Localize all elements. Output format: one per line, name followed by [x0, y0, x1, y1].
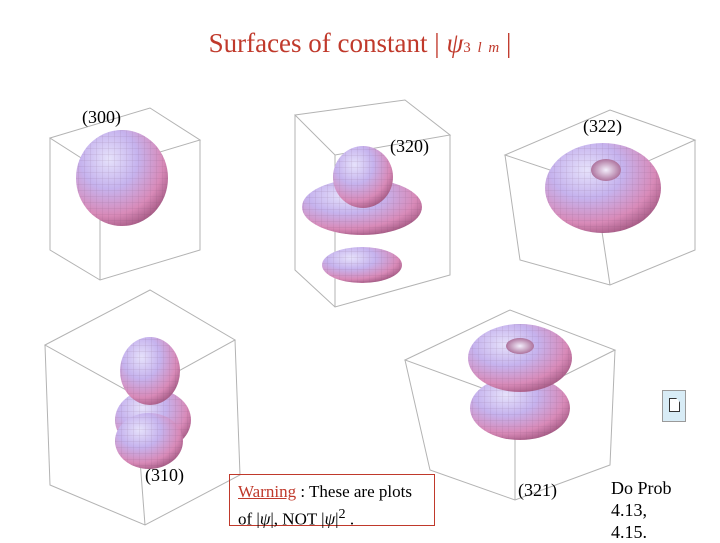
problem-line-1: Do Prob	[611, 478, 672, 498]
title-n: 3	[463, 40, 471, 56]
problem-reference: Do Prob 4.13, 4.15.	[611, 477, 672, 543]
warning-mid: |, NOT |	[270, 509, 325, 529]
title-psi: ψ	[446, 28, 464, 58]
plot-310	[43, 289, 241, 526]
title-prefix: Surfaces of constant |	[208, 28, 440, 58]
warning-text-1: : These are plots	[300, 482, 412, 501]
plot-321	[403, 309, 617, 501]
slide-title: Surfaces of constant | ψ3 l m |	[0, 28, 720, 59]
plot-322	[503, 109, 697, 286]
warning-period: .	[349, 509, 355, 529]
problem-line-2: 4.13,	[611, 500, 647, 520]
warning-psi-2: ψ	[324, 509, 336, 529]
warning-psi-1: ψ	[259, 509, 271, 529]
warning-line-1: Warning : These are plots	[238, 480, 428, 503]
title-m: m	[488, 40, 500, 56]
problem-line-3: 4.15.	[611, 522, 647, 542]
torus-hole	[506, 338, 534, 354]
plot-300	[48, 107, 202, 281]
document-icon[interactable]	[662, 390, 686, 422]
title-l: l	[477, 40, 482, 56]
plot-320	[293, 99, 452, 308]
warning-of: of |	[238, 509, 260, 529]
label-310: (310)	[145, 465, 184, 485]
warning-word: Warning	[238, 482, 297, 501]
label-300: (300)	[82, 107, 121, 127]
torus-hole	[591, 159, 621, 181]
label-321: (321)	[518, 480, 557, 500]
warning-end: |	[335, 509, 339, 529]
label-322: (322)	[583, 116, 622, 136]
warning-box: Warning : These are plots of |ψ|, NOT |ψ…	[229, 474, 435, 529]
label-320: (320)	[390, 136, 429, 156]
warning-sup: 2	[338, 506, 346, 522]
warning-line-2: of |ψ|, NOT |ψ|2 .	[238, 503, 428, 531]
title-suffix: |	[505, 28, 512, 58]
